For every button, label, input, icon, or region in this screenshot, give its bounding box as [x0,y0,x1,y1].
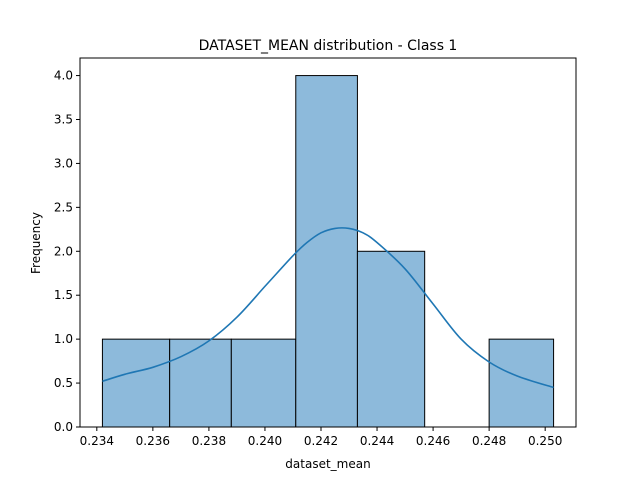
kde-curve [102,227,554,389]
histogram-bar-2 [169,338,232,428]
x-tick-label: 0.236 [136,434,170,448]
chart-title: DATASET_MEAN distribution - Class 1 [199,38,458,54]
y-tick-label: 4.0 [54,69,73,83]
histogram-bar-7 [488,338,555,428]
plot-frame [79,57,577,428]
x-axis-label: dataset_mean [285,457,370,471]
x-tick-label: 0.246 [416,434,450,448]
histogram-bar-3 [230,338,297,428]
x-tick-label: 0.248 [472,434,506,448]
y-tick-label: 2.5 [54,200,73,214]
y-tick-label: 3.5 [54,113,73,127]
y-tick-label: 0.5 [54,376,73,390]
y-tick-label: 1.0 [54,332,73,346]
x-tick-label: 0.234 [80,434,114,448]
x-tick-label: 0.244 [360,434,394,448]
x-tick-label: 0.242 [304,434,338,448]
histogram-bar-1 [101,338,171,428]
y-axis-label: Frequency [29,212,43,274]
x-tick-label: 0.238 [192,434,226,448]
x-tick-label: 0.250 [528,434,562,448]
y-tick-label: 0.0 [54,420,73,434]
y-tick-label: 3.0 [54,156,73,170]
y-tick-label: 2.0 [54,244,73,258]
histogram-bar-4 [295,75,358,428]
x-tick-label: 0.240 [248,434,282,448]
histogram-bar-5 [356,250,426,428]
y-tick-label: 1.5 [54,288,73,302]
